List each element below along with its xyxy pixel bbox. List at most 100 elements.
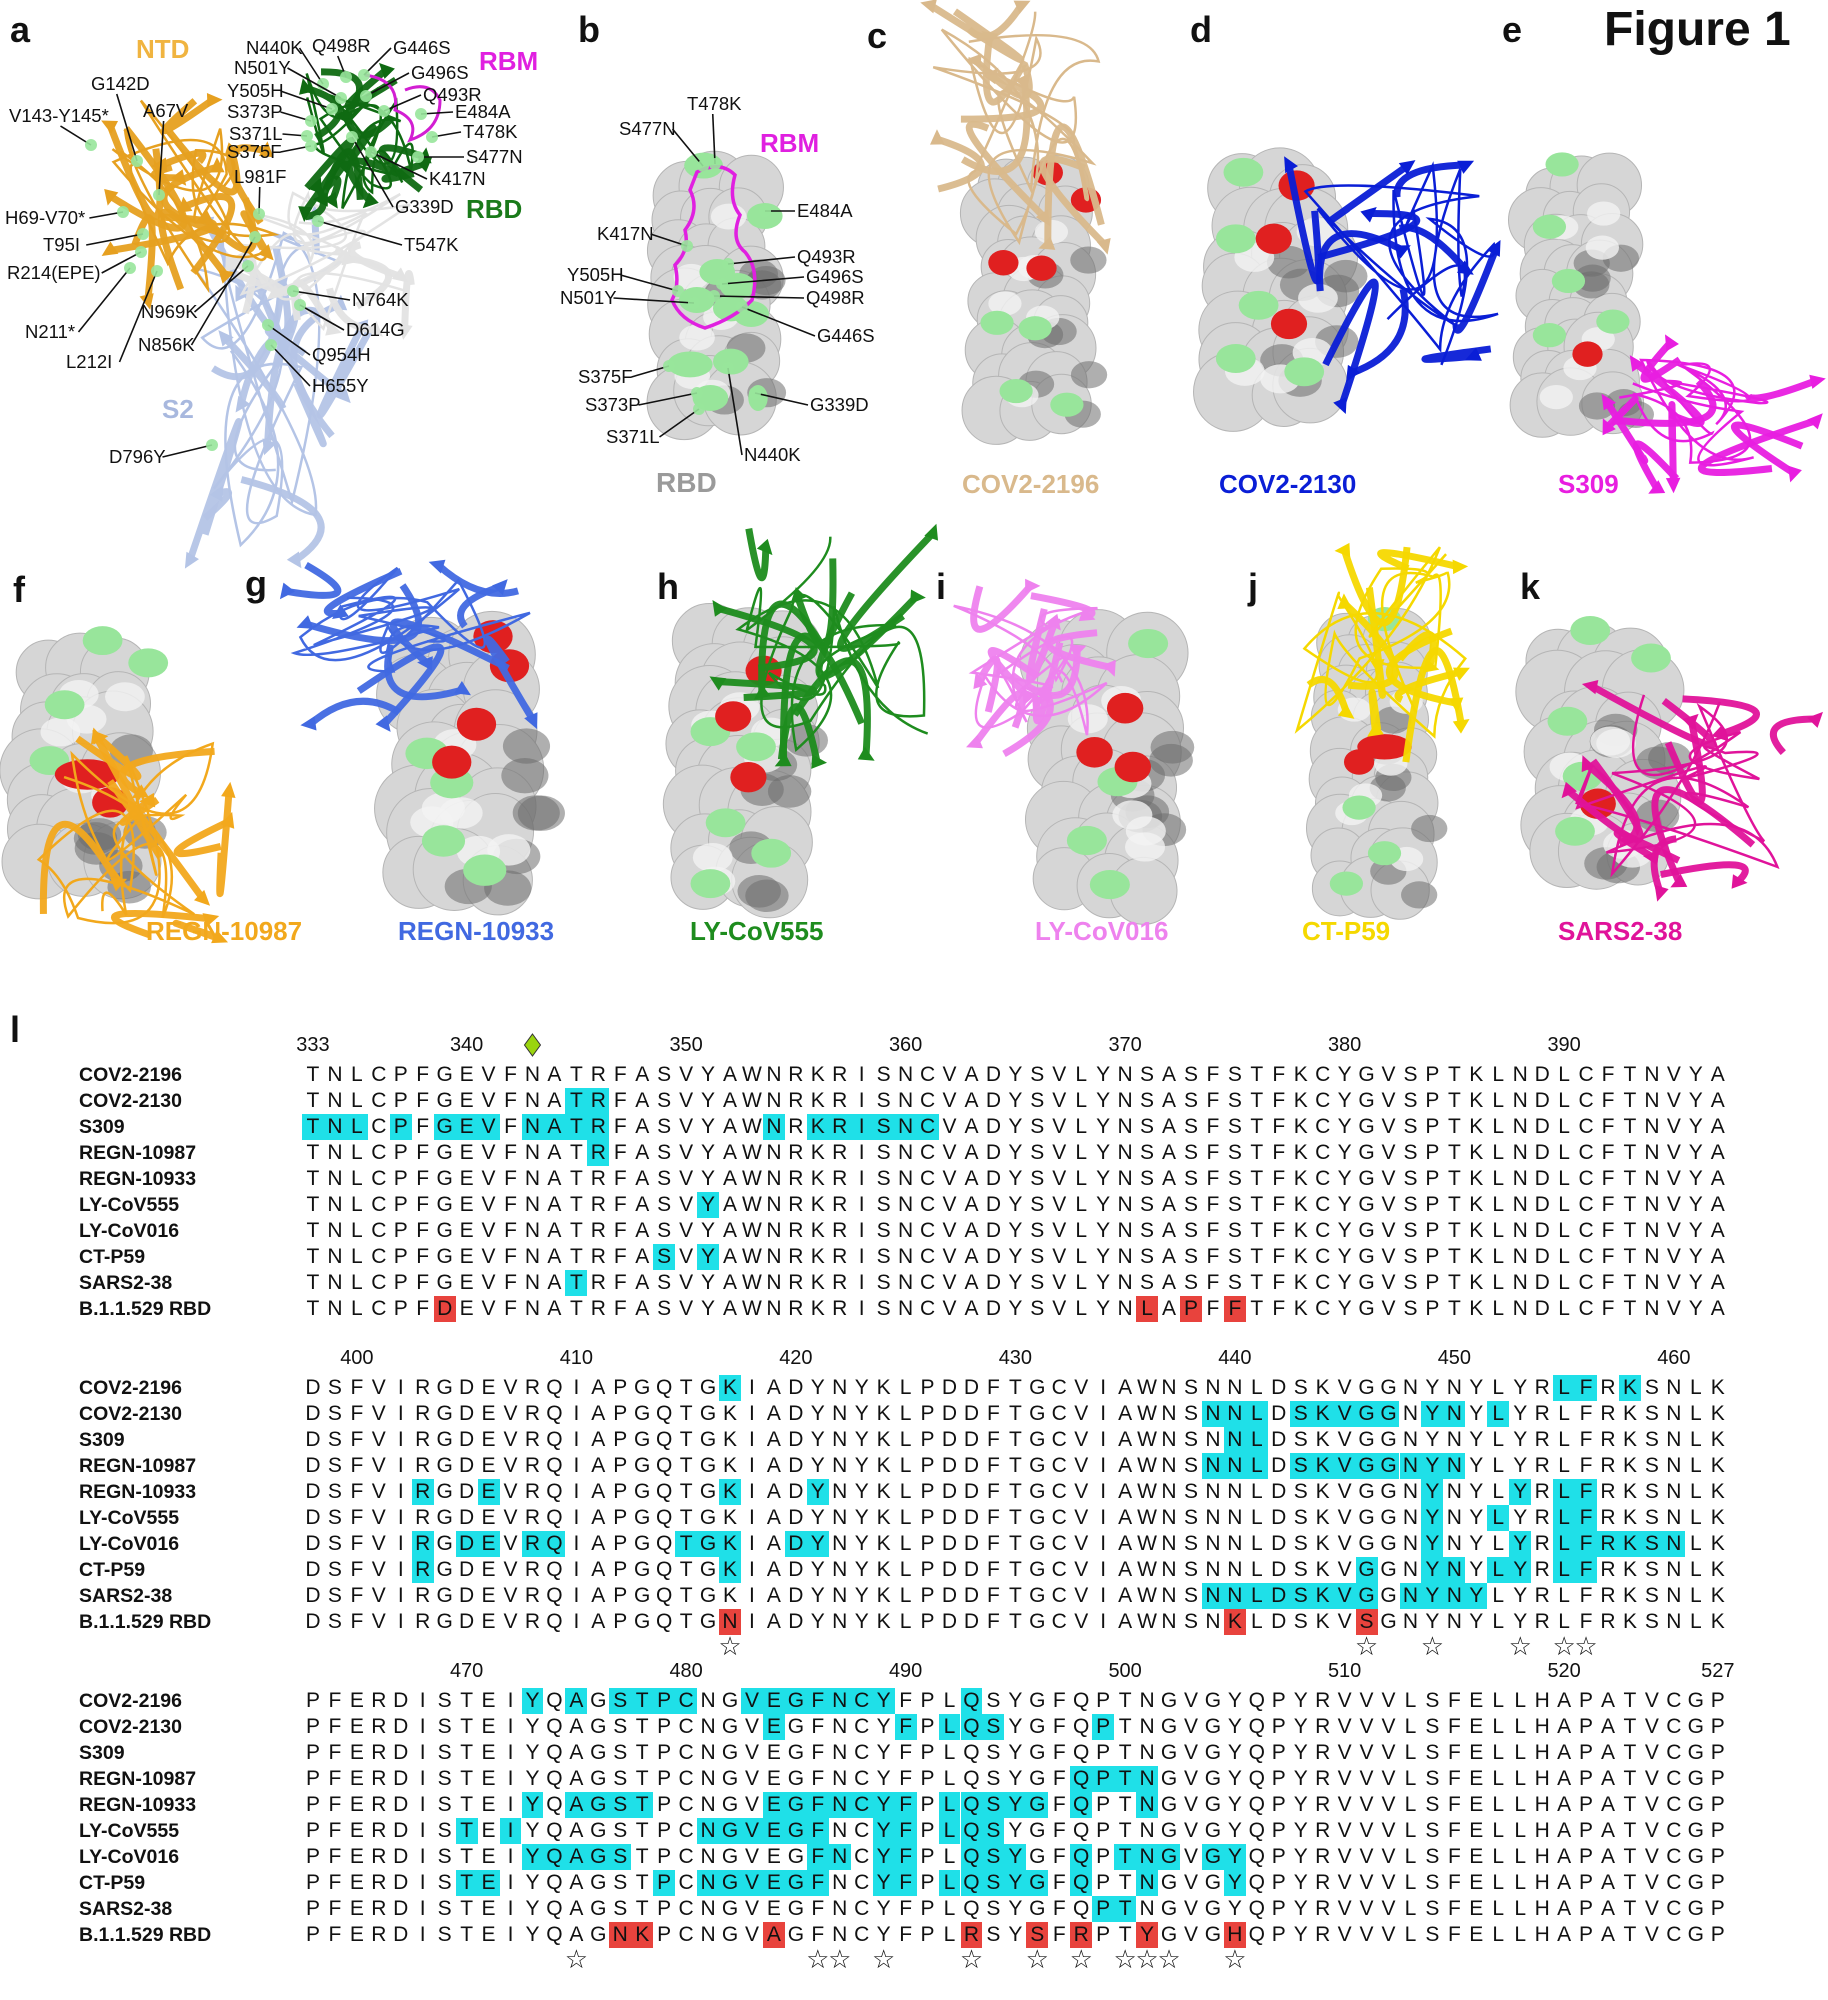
residue: N <box>766 1245 782 1268</box>
residue: P <box>1425 1141 1440 1164</box>
residue: E <box>349 1923 364 1946</box>
residue: N <box>898 1193 914 1216</box>
residue: R <box>1315 1819 1331 1842</box>
residue: F <box>1272 1271 1286 1294</box>
residue: C <box>1666 1767 1682 1790</box>
epitope-residue: S <box>982 1870 1005 1896</box>
residue: G <box>1358 1167 1375 1190</box>
residue: L <box>1492 1532 1505 1555</box>
residue: P <box>1710 1871 1725 1894</box>
residue: T <box>635 1871 649 1894</box>
residue: P <box>613 1584 628 1607</box>
residue: G <box>634 1610 651 1633</box>
residue: N <box>1227 1506 1243 1529</box>
residue: V <box>1183 1715 1198 1738</box>
residue: V <box>1337 1845 1352 1868</box>
residue: V <box>942 1141 957 1164</box>
mutation-patch <box>1128 628 1169 659</box>
epitope-residue: S <box>982 1714 1005 1740</box>
residue: P <box>613 1402 628 1425</box>
residue: A <box>723 1167 738 1190</box>
residue: W <box>742 1115 762 1138</box>
residue: K <box>876 1532 891 1555</box>
residue: I <box>573 1454 580 1477</box>
residue: Y <box>1469 1376 1484 1399</box>
residue: V <box>679 1063 694 1086</box>
residue: L <box>1514 1923 1527 1946</box>
epitope-residue: R <box>411 1479 434 1505</box>
residue: G <box>436 1271 453 1294</box>
epitope-residue: L <box>1245 1453 1268 1479</box>
sequence-name: S309 <box>79 1116 125 1138</box>
residue: G <box>1358 1297 1375 1320</box>
residue: S <box>1183 1063 1198 1086</box>
residue: L <box>1404 1819 1417 1842</box>
residue: V <box>1052 1245 1067 1268</box>
epitope-residue: N <box>1136 1844 1159 1870</box>
residue: S <box>876 1193 891 1216</box>
residue: R <box>832 1167 848 1190</box>
residue: V <box>481 1141 496 1164</box>
epitope-residue: Y <box>1421 1583 1444 1609</box>
spike-mutation-label: S375F <box>227 141 282 162</box>
residue: L <box>1558 1115 1570 1138</box>
residue: Y <box>810 1402 825 1425</box>
residue: S <box>1183 1219 1198 1242</box>
residue: S <box>1227 1271 1242 1294</box>
residue: Y <box>1293 1923 1308 1946</box>
residue: G <box>1029 1558 1046 1581</box>
residue: G <box>1204 1741 1222 1764</box>
rbd-leader-line <box>650 233 688 247</box>
residue: A <box>591 1558 606 1581</box>
residue: S <box>437 1767 452 1790</box>
residue: N <box>1117 1193 1133 1216</box>
residue: I <box>419 1689 426 1712</box>
residue: D <box>1534 1141 1550 1164</box>
spike-mutation-sphere <box>206 439 218 451</box>
residue: I <box>397 1532 404 1555</box>
residue: Y <box>1008 1923 1023 1946</box>
residue: A <box>591 1584 606 1607</box>
residue: V <box>1337 1871 1352 1894</box>
residue: F <box>1601 1271 1615 1294</box>
residue: W <box>1137 1610 1157 1633</box>
antibody-name-label: COV2-2130 <box>1219 469 1357 499</box>
residue: F <box>416 1141 430 1164</box>
residue: A <box>723 1271 738 1294</box>
residue: P <box>657 1897 672 1920</box>
epitope-residue: K <box>806 1114 829 1140</box>
residue: Y <box>1008 1141 1023 1164</box>
residue: T <box>1623 1219 1637 1242</box>
residue: N <box>1666 1584 1682 1607</box>
residue: S <box>1140 1193 1155 1216</box>
residue: T <box>635 1741 649 1764</box>
antibody-name-label: LY-CoV555 <box>690 916 824 946</box>
residue: Y <box>1008 1167 1023 1190</box>
spike-mutation-label: G446S <box>393 37 451 58</box>
residue: A <box>1162 1167 1177 1190</box>
residue: C <box>854 1897 870 1920</box>
sequence-name: LY-CoV016 <box>79 1846 180 1868</box>
residue: P <box>1710 1741 1725 1764</box>
residue: P <box>305 1689 320 1712</box>
residue: N <box>832 1584 848 1607</box>
spike-mutation-sphere <box>312 215 324 227</box>
residue: S <box>1644 1454 1659 1477</box>
residue: Y <box>1688 1089 1703 1112</box>
residue: L <box>1514 1819 1527 1842</box>
residue: N <box>832 1610 848 1633</box>
residue: S <box>1425 1871 1440 1894</box>
epitope-residue: T <box>455 1870 478 1896</box>
residue: K <box>1710 1506 1725 1529</box>
star-icon: ☆ <box>718 1631 742 1661</box>
residue: L <box>1492 1271 1505 1294</box>
residue: K <box>1622 1428 1637 1451</box>
epitope-residue: F <box>894 1714 917 1740</box>
sequence-name: COV2-2196 <box>79 1377 182 1399</box>
residue: N <box>327 1141 343 1164</box>
residue: C <box>919 1089 936 1112</box>
residue: T <box>1623 1089 1637 1112</box>
epitope-residue: S <box>653 1244 676 1270</box>
residue: N <box>1117 1115 1133 1138</box>
residue: S <box>1293 1558 1308 1581</box>
